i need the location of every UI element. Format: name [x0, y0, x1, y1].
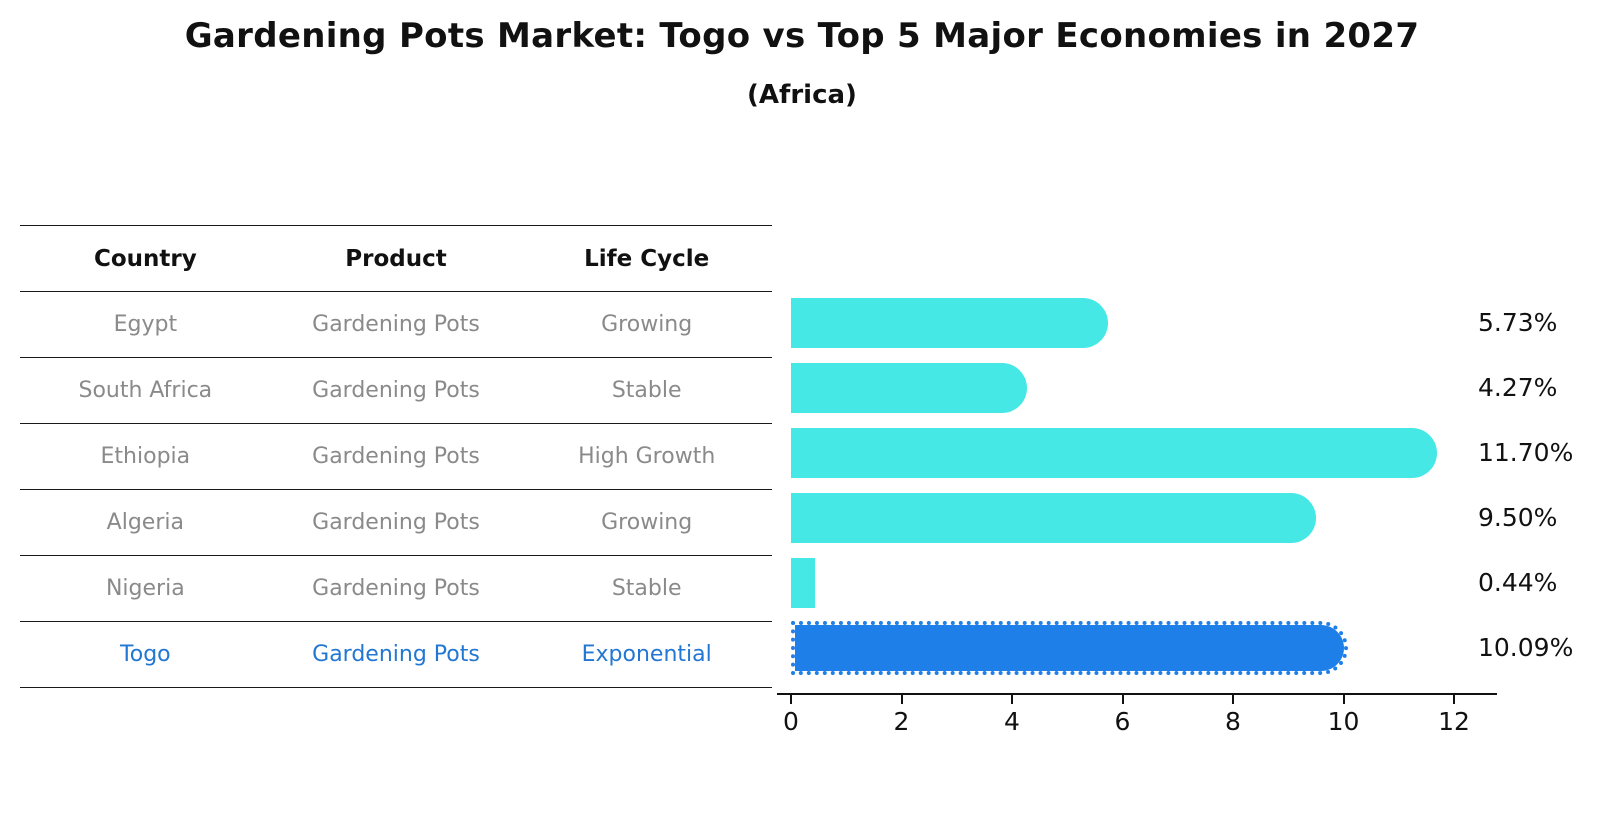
bar-togo — [791, 621, 1349, 675]
table-row-south-africa: South Africa Gardening Pots Stable — [20, 357, 772, 423]
life-cycle-cell: Stable — [611, 378, 682, 403]
value-label-egypt: 5.73% — [1478, 308, 1558, 337]
value-label-algeria: 9.50% — [1478, 503, 1558, 532]
product-cell: Gardening Pots — [312, 378, 480, 403]
country-cell: Ethiopia — [100, 444, 191, 469]
table-row-egypt: Egypt Gardening Pots Growing — [20, 291, 772, 357]
product-cell: Gardening Pots — [312, 576, 480, 601]
bar-ethiopia — [791, 428, 1438, 478]
life-cycle-cell: Stable — [611, 576, 682, 601]
chart-subtitle: (Africa) — [747, 80, 857, 110]
x-axis-tick-label-12: 12 — [1438, 707, 1470, 736]
country-cell: Togo — [120, 642, 171, 667]
product-cell: Gardening Pots — [312, 510, 480, 535]
x-axis-tick-8 — [1232, 695, 1234, 704]
x-axis-tick-label-0: 0 — [783, 707, 799, 736]
bar-egypt — [791, 298, 1108, 348]
country-cell: South Africa — [78, 378, 213, 403]
x-axis-tick-12 — [1453, 695, 1455, 704]
x-axis-tick-0 — [790, 695, 792, 704]
value-label-togo: 10.09% — [1478, 633, 1574, 662]
product-cell: Gardening Pots — [312, 444, 480, 469]
life-cycle-cell: Growing — [601, 510, 693, 535]
life-cycle-cell: High Growth — [578, 444, 716, 469]
table-row-ethiopia: Ethiopia Gardening Pots High Growth — [20, 423, 772, 489]
x-axis-tick-label-2: 2 — [893, 707, 910, 736]
table-row-togo: Togo Gardening Pots Exponential — [20, 621, 772, 688]
x-axis-tick-label-10: 10 — [1327, 707, 1360, 736]
x-axis-tick-label-6: 6 — [1114, 707, 1131, 736]
product-cell: Gardening Pots — [312, 642, 480, 667]
table-header-row: Country Product Life Cycle — [20, 225, 772, 291]
x-axis-tick-10 — [1342, 695, 1345, 704]
product-cell: Gardening Pots — [312, 312, 480, 337]
life-cycle-cell: Exponential — [581, 642, 712, 667]
chart-title: Gardening Pots Market: Togo vs Top 5 Maj… — [184, 16, 1420, 56]
country-cell: Algeria — [106, 510, 184, 535]
x-axis-tick-2 — [900, 695, 903, 704]
country-cell: Egypt — [113, 312, 178, 337]
table-row-nigeria: Nigeria Gardening Pots Stable — [20, 555, 772, 621]
bar-south-africa — [791, 363, 1027, 413]
bar-nigeria — [791, 558, 816, 608]
value-label-south-africa: 4.27% — [1478, 373, 1558, 402]
life-cycle-cell: Growing — [601, 312, 693, 337]
bar-algeria — [791, 493, 1316, 543]
x-axis-tick-6 — [1121, 695, 1124, 704]
column-header-country: Country — [93, 245, 197, 272]
x-axis-line — [777, 693, 1497, 695]
value-label-ethiopia: 11.70% — [1478, 438, 1574, 467]
x-axis-tick-4 — [1011, 695, 1013, 704]
x-axis-tick-label-4: 4 — [1004, 707, 1020, 736]
country-table: Country Product Life Cycle Egypt Gardening P… — [20, 225, 772, 688]
column-header-life-cycle: Life Cycle — [584, 245, 710, 272]
column-header-product: Product — [345, 245, 447, 272]
x-axis-tick-label-8: 8 — [1225, 707, 1241, 736]
country-cell: Nigeria — [105, 576, 185, 601]
value-label-nigeria: 0.44% — [1478, 568, 1558, 597]
table-row-algeria: Algeria Gardening Pots Growing — [20, 489, 772, 555]
